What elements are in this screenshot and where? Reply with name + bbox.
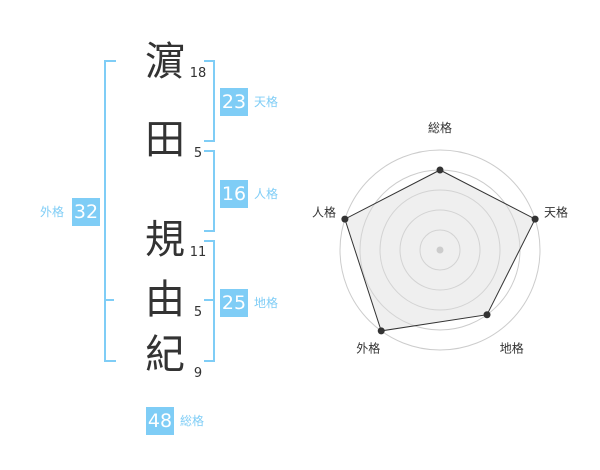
- data-point: [377, 327, 385, 335]
- stroke-count: 5: [193, 305, 203, 320]
- axis-label: 天格: [544, 204, 568, 219]
- soukaku-label: 総格: [180, 414, 205, 428]
- data-point: [341, 215, 349, 223]
- gaikaku-badge: 32: [72, 198, 100, 226]
- gaikaku-bracket-tick: [104, 299, 114, 301]
- chikaku-bracket: [204, 240, 215, 362]
- grid-circle: [399, 209, 481, 291]
- tenkaku-label: 天格: [254, 95, 279, 109]
- gaikaku-bracket: [104, 60, 116, 362]
- tenkaku-bracket: [204, 60, 215, 142]
- axis-label: 外格: [356, 341, 380, 356]
- axis-label: 人格: [312, 204, 336, 219]
- name-char: 田: [145, 117, 185, 163]
- name-char: 紀: [145, 332, 185, 378]
- stroke-count: 9: [193, 366, 203, 381]
- jinkaku-label: 人格: [254, 187, 279, 201]
- stroke-count: 11: [189, 245, 207, 260]
- data-point: [483, 311, 491, 319]
- soukaku-badge: 48: [146, 407, 174, 435]
- gaikaku-label: 外格: [40, 205, 65, 219]
- name-char: 由: [145, 277, 185, 323]
- tenkaku-badge: 23: [220, 88, 248, 116]
- grid-circle: [339, 149, 541, 351]
- chikaku-label: 地格: [254, 296, 279, 310]
- grid-circle: [419, 229, 461, 271]
- stroke-count: 18: [189, 66, 207, 81]
- stroke-count: 5: [193, 146, 203, 161]
- data-point: [436, 166, 444, 174]
- jinkaku-badge: 16: [220, 180, 248, 208]
- axis-label: 総格: [428, 120, 452, 135]
- axis-label: 地格: [500, 341, 524, 356]
- grid-circle: [379, 189, 501, 311]
- data-point: [531, 215, 539, 223]
- name-char: 濵: [145, 39, 185, 85]
- jinkaku-bracket: [204, 150, 215, 232]
- chikaku-bracket-tick: [204, 299, 213, 301]
- name-char: 規: [145, 217, 185, 263]
- chikaku-badge: 25: [220, 289, 248, 317]
- center-dot: [436, 246, 444, 254]
